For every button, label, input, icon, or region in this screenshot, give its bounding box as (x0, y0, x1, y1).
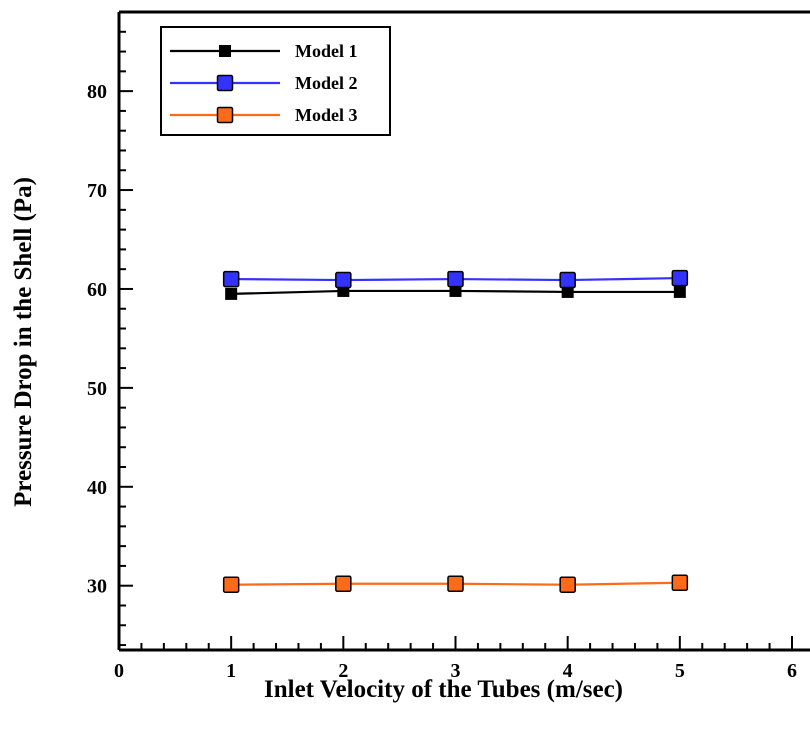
x-axis-title: Inlet Velocity of the Tubes (m/sec) (264, 676, 623, 703)
y-tick-label: 80 (87, 81, 107, 103)
data-point (447, 270, 464, 288)
y-axis-title: Pressure Drop in the Shell (Pa) (10, 177, 37, 507)
data-point (559, 271, 576, 289)
x-tick-label: 6 (787, 660, 797, 682)
legend-label: Model 3 (295, 105, 358, 125)
x-tick-label: 2 (338, 660, 348, 682)
data-point (671, 269, 689, 287)
data-point (673, 285, 686, 298)
legend-marker (219, 45, 231, 57)
x-tick-label: 3 (451, 660, 461, 682)
data-point (335, 575, 352, 592)
legend-box (160, 26, 391, 136)
y-tick-label: 60 (87, 279, 107, 301)
data-point (222, 576, 240, 593)
legend-marker (216, 74, 234, 92)
x-tick-label: 4 (563, 660, 573, 682)
legend-label: Model 2 (295, 73, 358, 93)
x-tick-label: 0 (114, 660, 124, 682)
axes: 0 1 2 3 4 5 6 30 40 50 60 70 80 (87, 10, 810, 682)
data-point (561, 285, 574, 298)
data-point (225, 287, 238, 300)
x-tick-label: 1 (226, 660, 236, 682)
y-tick-label: 40 (87, 477, 107, 499)
series-2 (222, 269, 689, 289)
y-tick-label: 70 (87, 180, 107, 202)
y-tick-label: 30 (87, 576, 107, 598)
series-layer (222, 269, 689, 593)
legend-marker (216, 106, 234, 124)
data-point (447, 575, 464, 592)
series-3 (222, 574, 689, 593)
data-point (449, 284, 462, 297)
series-1 (225, 284, 686, 300)
legend-label: Model 1 (295, 41, 358, 61)
legend: Model 1 Model 2 Model 3 (160, 26, 391, 136)
data-point (671, 574, 689, 591)
data-point (335, 271, 352, 289)
data-point (222, 270, 240, 288)
y-tick-label: 50 (87, 378, 107, 400)
data-point (559, 576, 576, 593)
x-tick-label: 5 (675, 660, 685, 682)
